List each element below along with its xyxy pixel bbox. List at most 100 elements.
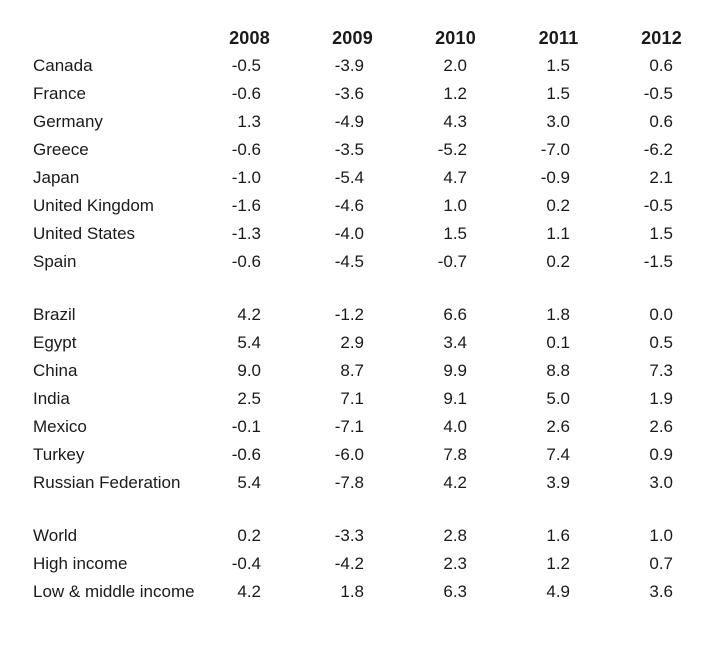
value-cell: 9.1 [443, 389, 467, 408]
value-cell: 0.2 [546, 252, 570, 271]
table-row: Japan -1.0 -5.4 4.7 -0.9 2.1 [33, 164, 711, 192]
value-cell: -1.6 [231, 196, 261, 215]
value-cell: 4.9 [546, 582, 570, 601]
value-cell: 9.0 [237, 361, 261, 380]
value-cell: 1.0 [649, 526, 673, 545]
value-cell: 2.6 [649, 417, 673, 436]
value-cell: 4.0 [443, 417, 467, 436]
value-cell: -7.8 [334, 473, 364, 492]
value-cell: -0.5 [231, 56, 261, 75]
table-row: Germany 1.3 -4.9 4.3 3.0 0.6 [33, 108, 711, 136]
value-cell: 7.4 [546, 445, 570, 464]
table-row: China 9.0 8.7 9.9 8.8 7.3 [33, 357, 711, 385]
value-cell: -1.3 [231, 224, 261, 243]
value-cell: 1.9 [649, 389, 673, 408]
value-cell: 0.0 [649, 305, 673, 324]
value-cell: 4.2 [237, 305, 261, 324]
value-cell: -4.2 [334, 554, 364, 573]
value-cell: 3.0 [546, 112, 570, 131]
row-label: France [33, 84, 86, 103]
column-header-2010: 2010 [435, 27, 476, 48]
table-row: Greece -0.6 -3.5 -5.2 -7.0 -6.2 [33, 136, 711, 164]
table-row: Turkey -0.6 -6.0 7.8 7.4 0.9 [33, 441, 711, 469]
value-cell: -3.3 [334, 526, 364, 545]
value-cell: 1.1 [546, 224, 570, 243]
row-label: Spain [33, 252, 77, 271]
table-row: Mexico -0.1 -7.1 4.0 2.6 2.6 [33, 413, 711, 441]
value-cell: -7.1 [334, 417, 364, 436]
table-row: Russian Federation 5.4 -7.8 4.2 3.9 3.0 [33, 469, 711, 497]
value-cell: 7.8 [443, 445, 467, 464]
row-label: World [33, 526, 78, 545]
table-row: France -0.6 -3.6 1.2 1.5 -0.5 [33, 80, 711, 108]
value-cell: -0.5 [643, 84, 673, 103]
value-cell: -5.4 [334, 168, 364, 187]
value-cell: 6.3 [443, 582, 467, 601]
value-cell: -3.6 [334, 84, 364, 103]
table-row: Low & middle income 4.2 1.8 6.3 4.9 3.6 [33, 578, 711, 606]
value-cell: -3.9 [334, 56, 364, 75]
table-row: Egypt 5.4 2.9 3.4 0.1 0.5 [33, 329, 711, 357]
table-row: World 0.2 -3.3 2.8 1.6 1.0 [33, 522, 711, 550]
value-cell: 2.6 [546, 417, 570, 436]
group-spacer [33, 276, 711, 301]
value-cell: 4.3 [443, 112, 467, 131]
value-cell: -6.0 [334, 445, 364, 464]
value-cell: 5.4 [237, 333, 261, 352]
row-label: Greece [33, 140, 89, 159]
value-cell: -7.0 [540, 140, 570, 159]
value-cell: 1.5 [443, 224, 467, 243]
value-cell: 8.8 [546, 361, 570, 380]
value-cell: -4.5 [334, 252, 364, 271]
row-label: China [33, 361, 78, 380]
value-cell: 1.5 [649, 224, 673, 243]
row-label: Mexico [33, 417, 87, 436]
table-row: United Kingdom -1.6 -4.6 1.0 0.2 -0.5 [33, 192, 711, 220]
value-cell: -5.2 [437, 140, 467, 159]
table-row: Canada -0.5 -3.9 2.0 1.5 0.6 [33, 52, 711, 80]
value-cell: -0.6 [231, 84, 261, 103]
value-cell: -4.0 [334, 224, 364, 243]
table-row: High income -0.4 -4.2 2.3 1.2 0.7 [33, 550, 711, 578]
column-header-2011: 2011 [538, 27, 579, 48]
spacer-cell [33, 497, 711, 522]
value-cell: 2.1 [649, 168, 673, 187]
value-cell: -6.2 [643, 140, 673, 159]
value-cell: 4.2 [443, 473, 467, 492]
value-cell: 1.6 [546, 526, 570, 545]
row-label: United Kingdom [33, 196, 154, 215]
value-cell: -0.6 [231, 140, 261, 159]
header-row: 2008 2009 2010 2011 2012 [33, 24, 711, 52]
value-cell: 0.2 [546, 196, 570, 215]
value-cell: 1.3 [237, 112, 261, 131]
value-cell: -0.6 [231, 252, 261, 271]
value-cell: -0.7 [437, 252, 467, 271]
row-label: Turkey [33, 445, 85, 464]
row-label: High income [33, 554, 128, 573]
gdp-growth-table: 2008 2009 2010 2011 2012 Canada -0.5 -3.9 2… [33, 24, 711, 606]
column-header-2008: 2008 [229, 27, 270, 48]
value-cell: 3.9 [546, 473, 570, 492]
table-row: Spain -0.6 -4.5 -0.7 0.2 -1.5 [33, 248, 711, 276]
row-label: United States [33, 224, 136, 243]
row-label: Germany [33, 112, 103, 131]
row-label: India [33, 389, 70, 408]
row-label: Russian Federation [33, 473, 181, 492]
value-cell: 3.6 [649, 582, 673, 601]
row-label: Egypt [33, 333, 77, 352]
value-cell: 0.2 [237, 526, 261, 545]
value-cell: 1.0 [443, 196, 467, 215]
value-cell: -0.5 [643, 196, 673, 215]
value-cell: 1.5 [546, 56, 570, 75]
row-label: Brazil [33, 305, 76, 324]
value-cell: 5.4 [237, 473, 261, 492]
column-header-2012: 2012 [641, 27, 682, 48]
value-cell: 0.6 [649, 56, 673, 75]
spacer-cell [33, 276, 711, 301]
value-cell: 6.6 [443, 305, 467, 324]
value-cell: 1.8 [546, 305, 570, 324]
value-cell: -3.5 [334, 140, 364, 159]
value-cell: -1.2 [334, 305, 364, 324]
value-cell: 1.5 [546, 84, 570, 103]
value-cell: -0.4 [231, 554, 261, 573]
